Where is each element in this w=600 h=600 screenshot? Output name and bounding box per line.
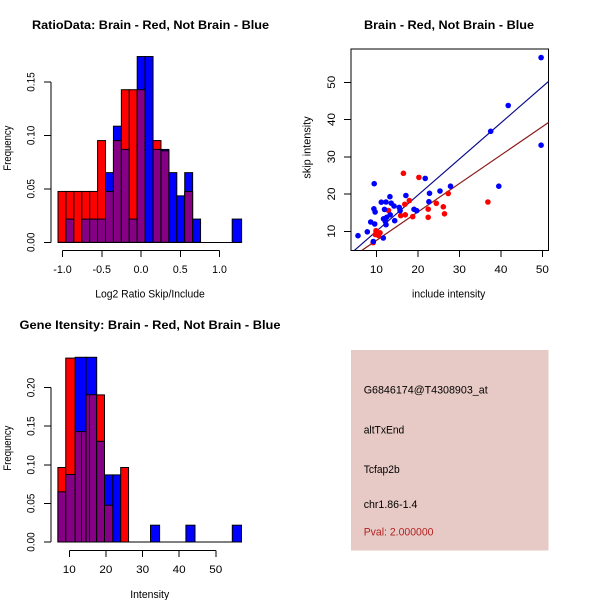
svg-text:30: 30 [136, 564, 149, 576]
svg-text:20: 20 [326, 188, 338, 201]
svg-text:50: 50 [536, 264, 549, 276]
svg-text:include intensity: include intensity [412, 289, 486, 301]
svg-text:0.10: 0.10 [26, 126, 38, 146]
svg-text:0.00: 0.00 [26, 532, 38, 552]
svg-text:40: 40 [173, 564, 186, 576]
svg-text:0.5: 0.5 [173, 264, 188, 276]
svg-text:1.0: 1.0 [212, 264, 227, 276]
svg-text:0.0: 0.0 [134, 264, 149, 276]
svg-text:altTxEnd: altTxEnd [364, 424, 405, 436]
svg-text:30: 30 [453, 264, 466, 276]
svg-text:skip intensity: skip intensity [302, 116, 314, 179]
svg-text:Pval: 2.000000: Pval: 2.000000 [364, 527, 434, 539]
svg-text:20: 20 [411, 264, 424, 276]
svg-text:30: 30 [326, 150, 338, 163]
svg-text:0.20: 0.20 [26, 378, 38, 398]
svg-text:0.00: 0.00 [26, 233, 38, 253]
svg-text:Log2 Ratio Skip/Include: Log2 Ratio Skip/Include [95, 289, 205, 301]
svg-text:0.15: 0.15 [26, 72, 38, 92]
svg-text:10: 10 [326, 225, 338, 238]
svg-text:Gene Itensity: Brain - Red, No: Gene Itensity: Brain - Red, Not Brain - … [20, 318, 281, 332]
svg-text:40: 40 [494, 264, 507, 276]
svg-text:0.15: 0.15 [26, 416, 38, 436]
svg-text:20: 20 [99, 564, 112, 576]
svg-text:50: 50 [209, 564, 222, 576]
svg-text:40: 40 [326, 113, 338, 126]
svg-text:chr1.86-1.4: chr1.86-1.4 [364, 499, 418, 511]
svg-text:10: 10 [63, 564, 76, 576]
svg-text:Intensity: Intensity [130, 589, 169, 600]
svg-text:Tcfap2b: Tcfap2b [364, 464, 400, 476]
svg-text:Brain - Red, Not Brain - Blue: Brain - Red, Not Brain - Blue [364, 18, 534, 32]
svg-text:0.05: 0.05 [26, 179, 38, 199]
svg-text:Frequency: Frequency [2, 125, 14, 170]
svg-text:Frequency: Frequency [2, 425, 14, 470]
svg-text:RatioData: Brain - Red, Not Br: RatioData: Brain - Red, Not Brain - Blue [32, 18, 269, 32]
svg-text:-0.5: -0.5 [93, 264, 112, 276]
svg-text:G6846174@T4308903_at: G6846174@T4308903_at [364, 384, 489, 396]
svg-text:50: 50 [326, 76, 338, 89]
svg-text:0.05: 0.05 [26, 494, 38, 514]
svg-text:-1.0: -1.0 [53, 264, 72, 276]
svg-text:0.10: 0.10 [26, 455, 38, 475]
svg-text:10: 10 [370, 264, 383, 276]
